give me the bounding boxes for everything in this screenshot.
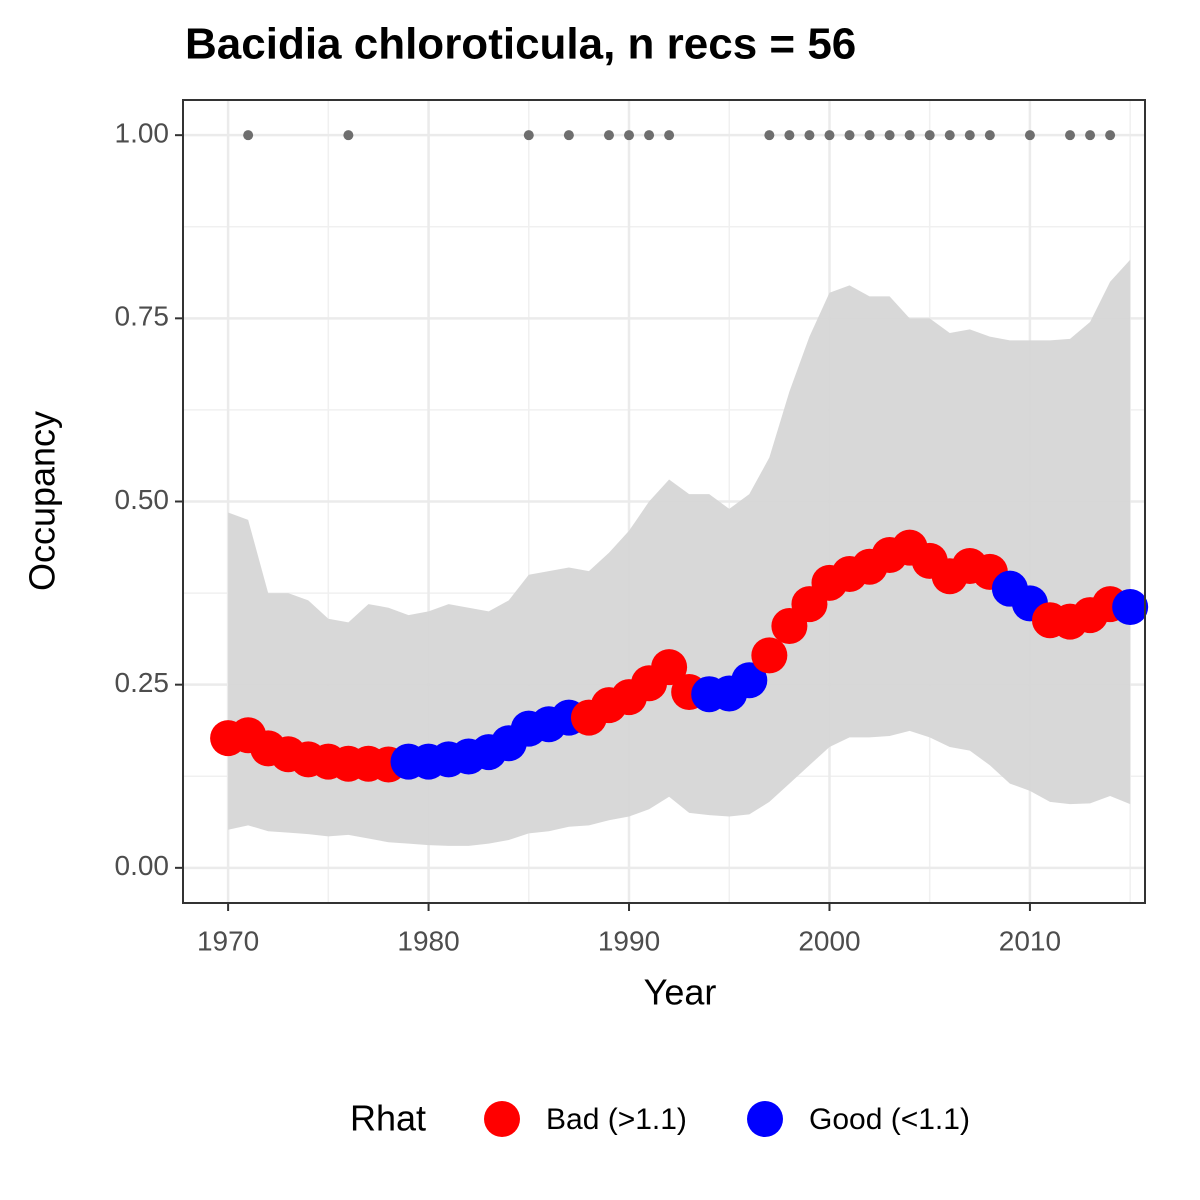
x-tick-label: 2000 [798,925,860,956]
x-tick-label: 1980 [397,925,459,956]
legend-title: Rhat [350,1098,426,1139]
record-point [784,130,795,141]
record-point [343,130,354,141]
record-point [764,130,775,141]
record-point [864,130,875,141]
x-axis-label: Year [644,972,717,1013]
record-point [904,130,915,141]
record-point [624,130,635,141]
record-point [944,130,955,141]
credible-interval [228,259,1131,846]
y-tick-label: 0.25 [115,667,170,698]
y-tick-label: 0.75 [115,301,170,332]
legend-marker [747,1101,783,1137]
x-tick-label: 1990 [598,925,660,956]
record-point [924,130,935,141]
x-tick-label: 2010 [999,925,1061,956]
occupancy-point [1112,589,1149,626]
y-axis-label: Occupancy [22,411,63,591]
record-point [563,130,574,141]
y-tick-label: 1.00 [115,118,170,149]
record-point [1065,130,1076,141]
record-point [884,130,895,141]
record-point [984,130,995,141]
record-point [844,130,855,141]
record-point [243,130,254,141]
occupancy-point [651,649,688,686]
record-point [804,130,815,141]
legend-label: Good (<1.1) [809,1103,970,1136]
record-point [964,130,975,141]
record-point [664,130,675,141]
record-point [1024,130,1035,141]
record-point [603,130,614,141]
chart-title: Bacidia chloroticula, n recs = 56 [185,20,856,69]
record-point [824,130,835,141]
record-point [1105,130,1116,141]
x-tick-label: 1970 [197,925,259,956]
record-point [1085,130,1096,141]
occupancy-point [731,662,768,699]
legend-marker [484,1101,520,1137]
legend-label: Bad (>1.1) [546,1103,687,1136]
y-tick-label: 0.00 [115,850,170,881]
occupancy-point [751,637,788,674]
y-tick-label: 0.50 [115,484,170,515]
record-point [523,130,534,141]
record-point [644,130,655,141]
panel-border [182,99,1146,904]
